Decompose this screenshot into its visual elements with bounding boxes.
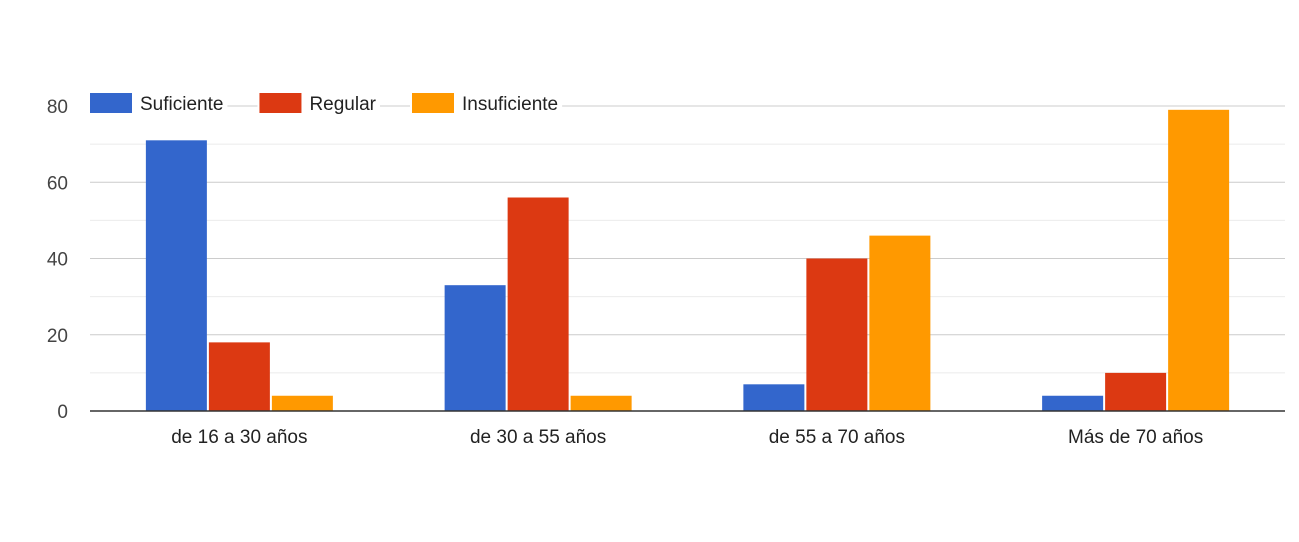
y-tick-label: 80	[47, 97, 68, 118]
legend-item-regular: Regular	[257, 90, 380, 116]
legend: Suficiente Regular Insuficiente	[88, 90, 563, 116]
legend-label: Suficiente	[140, 94, 223, 115]
x-tick-label: de 16 a 30 años	[171, 427, 307, 448]
legend-swatch	[90, 93, 132, 113]
y-tick-label: 60	[47, 173, 68, 194]
x-tick-label: de 30 a 55 años	[470, 427, 606, 448]
legend-swatch	[412, 93, 454, 113]
bar-suficiente-2	[444, 285, 506, 411]
legend-label: Insuficiente	[462, 94, 558, 115]
bar-regular-3	[806, 258, 868, 411]
legend-swatch	[259, 93, 302, 113]
legend-item-insuficiente: Insuficiente	[410, 90, 563, 116]
bar-suficiente-3	[743, 384, 805, 411]
y-tick-label: 40	[47, 250, 68, 271]
bars	[145, 109, 1230, 411]
bar-insuficiente-2	[570, 395, 632, 411]
bar-insuficiente-1	[271, 395, 333, 411]
y-axis-ticks: 0 20 40 60 80	[47, 97, 68, 423]
bar-suficiente-1	[145, 140, 207, 411]
bar-suficiente-4	[1042, 395, 1104, 411]
bar-insuficiente-4	[1168, 109, 1230, 411]
bar-regular-4	[1105, 372, 1167, 411]
y-tick-label: 0	[57, 402, 68, 423]
legend-item-suficiente: Suficiente	[88, 90, 228, 116]
x-tick-label: Más de 70 años	[1068, 427, 1203, 448]
bar-regular-1	[208, 342, 270, 411]
bar-regular-2	[507, 197, 569, 411]
gridlines	[90, 105, 1285, 374]
y-tick-label: 20	[47, 326, 68, 347]
legend-label: Regular	[309, 94, 376, 115]
x-tick-label: de 55 a 70 años	[769, 427, 905, 448]
bar-insuficiente-3	[869, 235, 931, 411]
x-axis-labels: de 16 a 30 años de 30 a 55 años de 55 a 70…	[171, 427, 1203, 448]
